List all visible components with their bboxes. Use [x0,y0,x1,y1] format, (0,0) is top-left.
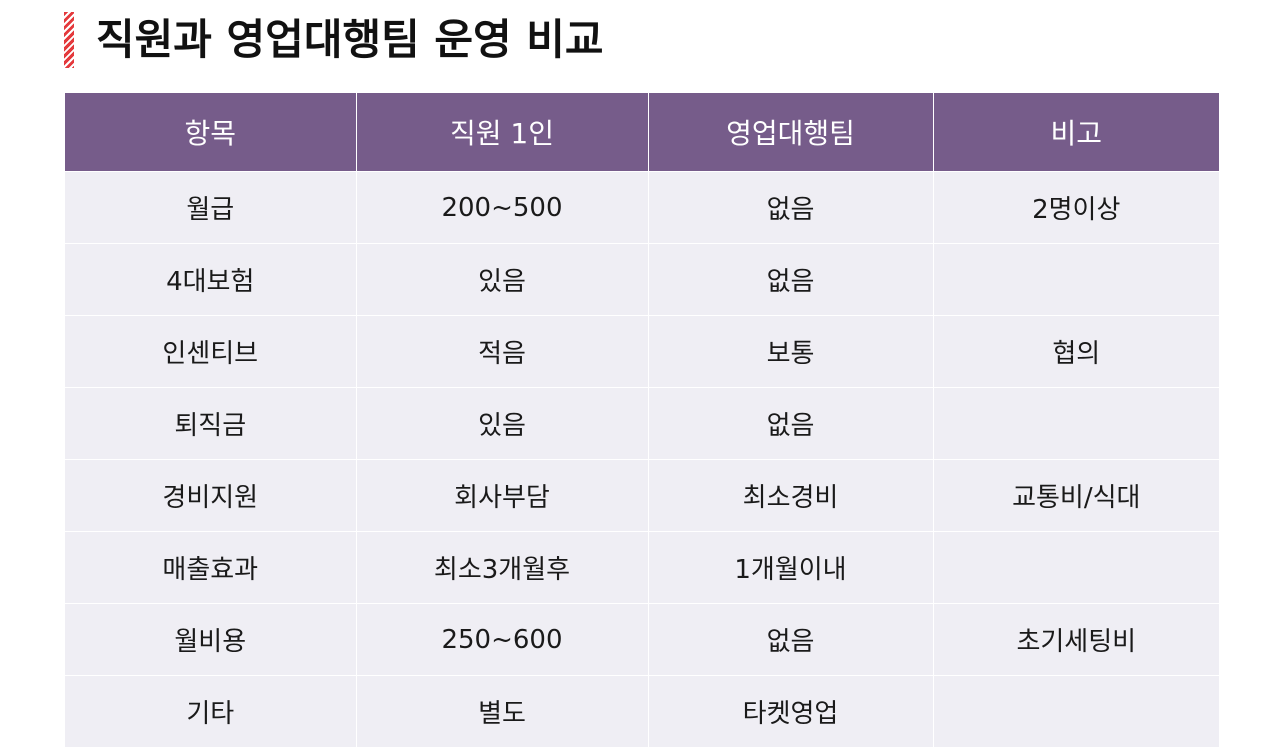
comparison-table-container: 항목 직원 1인 영업대행팀 비고 월급 200~500 없음 2명이상 4대보… [65,93,1219,747]
cell-item: 4대보험 [65,243,356,316]
cell-item: 월비용 [65,603,356,676]
table-row: 경비지원 회사부담 최소경비 교통비/식대 [65,459,1219,532]
cell-remarks [932,243,1219,316]
table-row: 인센티브 적음 보통 협의 [65,315,1219,388]
cell-sales-agency: 없음 [647,603,933,676]
table-row: 퇴직금 있음 없음 [65,387,1219,460]
table-header-row: 항목 직원 1인 영업대행팀 비고 [65,93,1219,172]
table-row: 기타 별도 타켓영업 [65,675,1219,747]
cell-item: 월급 [65,171,356,244]
table-row: 4대보험 있음 없음 [65,243,1219,316]
table-row: 월급 200~500 없음 2명이상 [65,171,1219,244]
title-accent-bar [64,12,74,68]
header-employee: 직원 1인 [355,93,648,172]
cell-remarks [932,531,1219,604]
cell-employee: 회사부담 [355,459,648,532]
cell-sales-agency: 1개월이내 [647,531,933,604]
header-item: 항목 [65,93,356,172]
table-row: 매출효과 최소3개월후 1개월이내 [65,531,1219,604]
cell-remarks [932,675,1219,747]
cell-employee: 최소3개월후 [355,531,648,604]
header-sales-agency: 영업대행팀 [647,93,933,172]
cell-remarks: 초기세팅비 [932,603,1219,676]
cell-sales-agency: 없음 [647,387,933,460]
cell-item: 매출효과 [65,531,356,604]
cell-item: 인센티브 [65,315,356,388]
cell-employee: 200~500 [355,171,648,244]
cell-item: 기타 [65,675,356,747]
cell-sales-agency: 타켓영업 [647,675,933,747]
cell-sales-agency: 없음 [647,171,933,244]
comparison-table: 항목 직원 1인 영업대행팀 비고 월급 200~500 없음 2명이상 4대보… [65,93,1219,747]
table-row: 월비용 250~600 없음 초기세팅비 [65,603,1219,676]
cell-employee: 있음 [355,387,648,460]
cell-employee: 있음 [355,243,648,316]
cell-remarks: 교통비/식대 [932,459,1219,532]
page-title: 직원과 영업대행팀 운영 비교 [96,15,604,64]
cell-remarks: 2명이상 [932,171,1219,244]
header-remarks: 비고 [932,93,1219,172]
cell-employee: 별도 [355,675,648,747]
cell-employee: 적음 [355,315,648,388]
cell-sales-agency: 최소경비 [647,459,933,532]
cell-employee: 250~600 [355,603,648,676]
cell-sales-agency: 없음 [647,243,933,316]
cell-remarks [932,387,1219,460]
cell-item: 경비지원 [65,459,356,532]
cell-item: 퇴직금 [65,387,356,460]
cell-sales-agency: 보통 [647,315,933,388]
cell-remarks: 협의 [932,315,1219,388]
